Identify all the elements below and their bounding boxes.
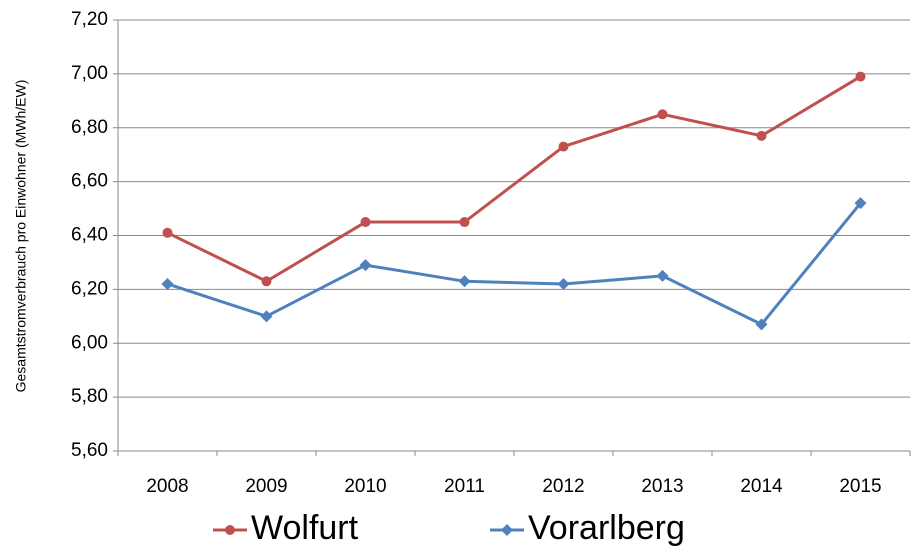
y-tick-label: 6,40 (71, 225, 108, 246)
data-point (458, 275, 471, 288)
data-point (360, 217, 371, 228)
legend-marker (225, 525, 235, 535)
x-tick-label: 2008 (146, 476, 188, 497)
y-tick-label: 7,00 (71, 63, 108, 84)
x-tick-label: 2012 (542, 476, 584, 497)
y-tick-label: 5,60 (71, 440, 108, 461)
data-point (755, 318, 768, 331)
data-point (162, 227, 173, 238)
x-tick-label: 2011 (444, 476, 485, 497)
y-axis-label: Gesamtstromverbrauch pro Einwohner (MWh/… (13, 80, 29, 393)
y-tick-label: 6,80 (71, 117, 108, 138)
data-point (459, 217, 470, 228)
x-tick-label: 2015 (839, 476, 881, 497)
data-point (161, 277, 174, 290)
data-point (557, 277, 570, 290)
x-tick-label: 2014 (740, 476, 783, 497)
y-tick-label: 6,00 (71, 332, 108, 353)
data-point (756, 130, 767, 141)
data-point (359, 259, 372, 272)
data-point (855, 71, 866, 82)
series-line (167, 202, 862, 327)
data-point (260, 310, 273, 323)
legend-label: Vorarlberg (528, 509, 685, 547)
y-tick-label: 6,60 (71, 171, 108, 192)
y-tick-label: 7,20 (71, 9, 108, 30)
x-tick-label: 2009 (245, 476, 287, 497)
x-tick-label: 2013 (641, 476, 683, 497)
x-tick-label: 2010 (344, 476, 386, 497)
legend-marker (501, 524, 513, 536)
data-point (261, 276, 272, 287)
data-point (656, 269, 669, 282)
data-point (854, 197, 867, 210)
series-line (166, 75, 862, 283)
data-point (657, 109, 668, 120)
y-tick-label: 6,20 (71, 278, 108, 299)
y-tick-label: 5,80 (71, 386, 108, 407)
data-point (558, 141, 569, 152)
legend-label: Wolfurt (251, 509, 359, 547)
